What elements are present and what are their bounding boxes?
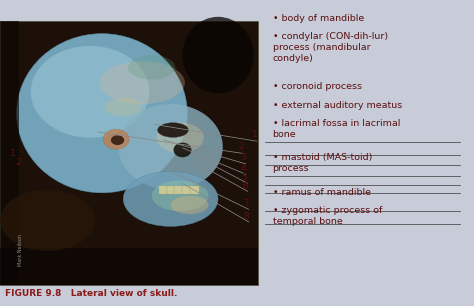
Ellipse shape (104, 98, 142, 116)
Text: 5: 5 (242, 173, 247, 182)
Bar (0, 21, 258, 285)
Text: 1: 1 (252, 130, 257, 139)
Text: • mastoid (MAS-toid)
process: • mastoid (MAS-toid) process (273, 153, 372, 174)
Ellipse shape (103, 129, 129, 149)
Ellipse shape (31, 46, 149, 138)
Bar (0, 248, 258, 285)
Text: • coronoid process: • coronoid process (273, 82, 362, 91)
Text: • external auditory meatus: • external auditory meatus (273, 101, 402, 110)
Ellipse shape (118, 104, 223, 190)
Ellipse shape (156, 122, 204, 153)
Text: 2: 2 (15, 158, 21, 167)
Text: • condylar (CON-dih-lur)
process (mandibular
condyle): • condylar (CON-dih-lur) process (mandib… (273, 32, 388, 63)
Ellipse shape (173, 143, 191, 157)
Ellipse shape (152, 181, 209, 211)
Text: 2: 2 (238, 143, 244, 151)
Text: • body of mandible: • body of mandible (273, 14, 364, 23)
Bar (0, 21, 19, 285)
Text: 8: 8 (243, 212, 249, 221)
Text: • lacrimal fossa in lacrimal
bone: • lacrimal fossa in lacrimal bone (273, 119, 400, 139)
Ellipse shape (111, 135, 124, 145)
Bar (159, 186, 199, 194)
Ellipse shape (157, 123, 188, 137)
Ellipse shape (182, 17, 254, 93)
Text: • zygomatic process of
temporal bone: • zygomatic process of temporal bone (273, 206, 382, 226)
Text: 4: 4 (240, 164, 246, 173)
Text: 1: 1 (10, 148, 16, 158)
Text: FIGURE 9.8   Lateral view of skull.: FIGURE 9.8 Lateral view of skull. (5, 289, 177, 298)
Ellipse shape (17, 34, 187, 193)
Text: 3: 3 (240, 153, 246, 162)
Ellipse shape (0, 190, 95, 251)
Ellipse shape (171, 196, 209, 214)
Text: • ramus of mandible: • ramus of mandible (273, 188, 371, 196)
Text: Mark Neilson: Mark Neilson (18, 234, 23, 266)
Ellipse shape (100, 61, 185, 104)
Ellipse shape (128, 55, 175, 80)
Ellipse shape (123, 171, 218, 226)
Text: 6: 6 (242, 182, 248, 191)
Text: 7: 7 (243, 199, 249, 208)
